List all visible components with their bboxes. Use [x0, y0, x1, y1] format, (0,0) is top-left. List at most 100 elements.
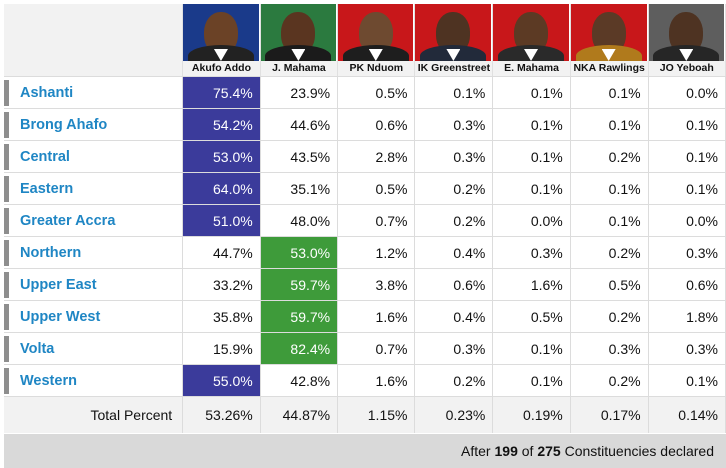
- total-constituencies: 275: [537, 443, 561, 459]
- vote-share-cell: 0.3%: [648, 237, 726, 269]
- region-marker: [4, 335, 9, 362]
- vote-share-cell: 0.5%: [338, 173, 416, 205]
- candidate-photo: [493, 4, 570, 61]
- region-link[interactable]: Ashanti: [20, 84, 74, 101]
- region-name-cell[interactable]: Upper West: [4, 301, 184, 333]
- region-link[interactable]: Central: [20, 148, 70, 165]
- region-marker: [4, 79, 9, 106]
- declared-count: 199: [494, 443, 518, 459]
- total-value: 53.26%: [183, 397, 261, 433]
- region-link[interactable]: Upper West: [20, 308, 101, 325]
- vote-share-cell: 0.0%: [648, 205, 726, 237]
- vote-share-cell: 35.8%: [183, 301, 261, 333]
- region-row: Volta 15.9% 82.4% 0.7% 0.3% 0.1% 0.3% 0.3%: [4, 333, 726, 365]
- winning-vote-share-cell: 75.4%: [183, 76, 261, 109]
- vote-share-cell: 0.2%: [570, 365, 649, 397]
- candidate-name: PK Nduom: [338, 61, 415, 76]
- vote-share-cell: 0.1%: [493, 141, 571, 173]
- vote-share-cell: 0.1%: [493, 173, 571, 205]
- winning-vote-share-cell: 59.7%: [260, 269, 339, 301]
- vote-share-cell: 0.1%: [493, 333, 571, 365]
- region-name-cell[interactable]: Brong Ahafo: [4, 109, 184, 141]
- vote-share-cell: 1.2%: [338, 237, 416, 269]
- constituencies-declared-footer: After 199 of 275 Constituencies declared: [4, 434, 726, 468]
- total-value: 0.23%: [415, 397, 494, 433]
- region-link[interactable]: Eastern: [20, 180, 74, 197]
- vote-share-cell: 0.2%: [415, 173, 494, 205]
- results-table: Akufo Addo J. Mahama PK Nduom IK Greenst…: [4, 4, 726, 433]
- candidate-name: IK Greenstreet: [415, 61, 493, 76]
- region-link[interactable]: Volta: [20, 340, 55, 357]
- region-name-cell[interactable]: Central: [4, 141, 184, 173]
- region-marker: [4, 239, 9, 266]
- footer-middle: of: [517, 443, 538, 459]
- region-link[interactable]: Western: [20, 372, 77, 389]
- region-row: Central 53.0% 43.5% 2.8% 0.3% 0.1% 0.2% 0.1%: [4, 141, 726, 173]
- vote-share-cell: 0.3%: [415, 333, 494, 365]
- winning-vote-share-cell: 53.0%: [260, 237, 339, 269]
- candidate-photo: [415, 4, 493, 61]
- vote-share-cell: 0.1%: [493, 76, 571, 109]
- total-value: 0.19%: [493, 397, 571, 433]
- vote-share-cell: 0.1%: [648, 109, 726, 141]
- vote-share-cell: 0.3%: [415, 141, 494, 173]
- vote-share-cell: 33.2%: [183, 269, 261, 301]
- region-name-cell[interactable]: Northern: [4, 237, 184, 269]
- region-marker: [4, 111, 9, 138]
- region-rows: Ashanti 75.4% 23.9% 0.5% 0.1% 0.1% 0.1% 0.0% Bro…: [4, 76, 726, 397]
- vote-share-cell: 0.1%: [648, 173, 726, 205]
- vote-share-cell: 0.7%: [338, 205, 416, 237]
- vote-share-cell: 0.3%: [648, 333, 726, 365]
- region-row: Upper East 33.2% 59.7% 3.8% 0.6% 1.6% 0.5% 0.6%: [4, 269, 726, 301]
- total-label: Total Percent: [4, 397, 184, 433]
- vote-share-cell: 0.6%: [338, 109, 416, 141]
- region-marker: [4, 175, 9, 202]
- region-name-cell[interactable]: Volta: [4, 333, 184, 365]
- candidate-name: JO Yeboah: [648, 61, 725, 76]
- vote-share-cell: 0.1%: [415, 76, 494, 109]
- region-row: Greater Accra 51.0% 48.0% 0.7% 0.2% 0.0% 0.1% 0…: [4, 205, 726, 237]
- vote-share-cell: 0.5%: [338, 76, 416, 109]
- region-name-cell[interactable]: Ashanti: [4, 76, 184, 109]
- vote-share-cell: 0.4%: [415, 237, 494, 269]
- vote-share-cell: 0.1%: [570, 173, 649, 205]
- vote-share-cell: 0.6%: [648, 269, 726, 301]
- header-blank-cell: [4, 4, 184, 76]
- footer-prefix: After: [461, 443, 495, 459]
- vote-share-cell: 0.0%: [648, 76, 726, 109]
- footer-suffix: Constituencies declared: [560, 443, 714, 459]
- candidate-header: NKA Rawlings: [570, 4, 649, 76]
- candidate-photo: [183, 4, 260, 61]
- winning-vote-share-cell: 82.4%: [260, 333, 339, 365]
- candidate-name: E. Mahama: [493, 61, 570, 76]
- region-name-cell[interactable]: Western: [4, 365, 184, 397]
- vote-share-cell: 15.9%: [183, 333, 261, 365]
- candidate-photo: [260, 4, 338, 61]
- region-row: Ashanti 75.4% 23.9% 0.5% 0.1% 0.1% 0.1% 0.0%: [4, 76, 726, 109]
- vote-share-cell: 0.5%: [570, 269, 649, 301]
- region-link[interactable]: Upper East: [20, 276, 97, 293]
- vote-share-cell: 35.1%: [260, 173, 339, 205]
- total-row: Total Percent 53.26% 44.87% 1.15% 0.23% …: [4, 397, 726, 433]
- vote-share-cell: 0.3%: [415, 109, 494, 141]
- vote-share-cell: 0.1%: [493, 365, 571, 397]
- vote-share-cell: 1.6%: [338, 365, 416, 397]
- vote-share-cell: 0.1%: [648, 141, 726, 173]
- region-link[interactable]: Northern: [20, 244, 82, 261]
- region-link[interactable]: Brong Ahafo: [20, 116, 108, 133]
- vote-share-cell: 2.8%: [338, 141, 416, 173]
- region-name-cell[interactable]: Greater Accra: [4, 205, 184, 237]
- region-name-cell[interactable]: Upper East: [4, 269, 184, 301]
- vote-share-cell: 0.3%: [493, 237, 571, 269]
- region-marker: [4, 303, 9, 330]
- region-link[interactable]: Greater Accra: [20, 212, 116, 229]
- vote-share-cell: 48.0%: [260, 205, 339, 237]
- vote-share-cell: 0.1%: [493, 109, 571, 141]
- vote-share-cell: 3.8%: [338, 269, 416, 301]
- vote-share-cell: 44.7%: [183, 237, 261, 269]
- candidate-header: JO Yeboah: [648, 4, 726, 76]
- candidate-name: Akufo Addo: [183, 61, 260, 76]
- vote-share-cell: 0.1%: [648, 365, 726, 397]
- region-name-cell[interactable]: Eastern: [4, 173, 184, 205]
- vote-share-cell: 0.6%: [415, 269, 494, 301]
